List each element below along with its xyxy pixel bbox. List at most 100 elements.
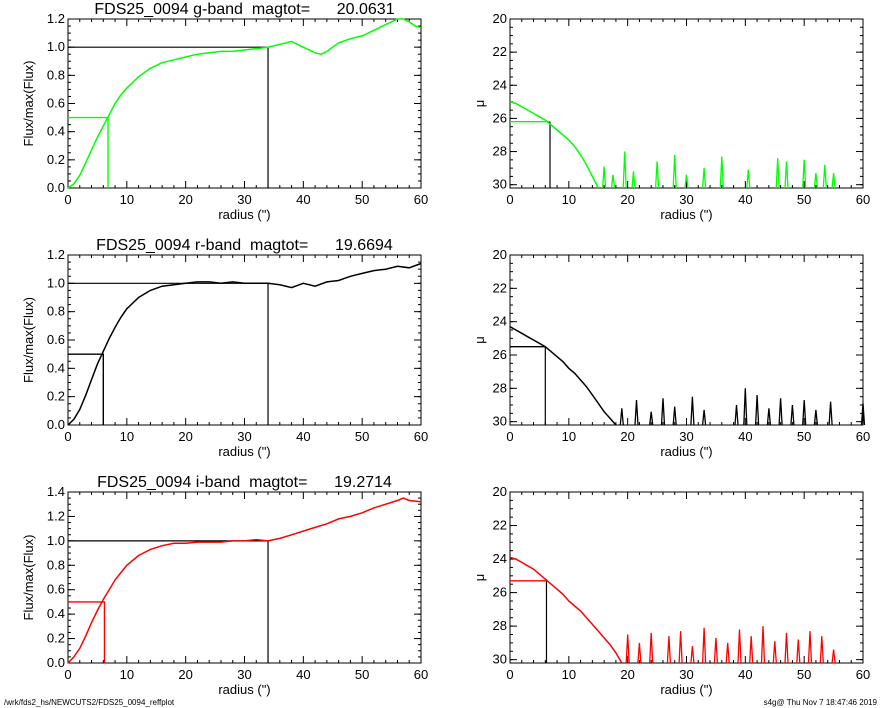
y-tick-label: 0.2 bbox=[47, 152, 65, 167]
profile-noise-spike bbox=[649, 411, 654, 426]
profile-noise-spike bbox=[778, 398, 783, 426]
y-tick-label: 28 bbox=[493, 618, 507, 633]
half-flux-marker bbox=[68, 601, 106, 663]
footer-file-path: /wrk/fds2_hs/NEWCUTS2/FDS25_0094_reffplo… bbox=[4, 698, 175, 707]
x-tick-label: 20 bbox=[178, 429, 192, 444]
plot-frame bbox=[509, 254, 864, 426]
profile-noise-spike bbox=[660, 398, 666, 426]
x-tick-label: 40 bbox=[738, 667, 752, 682]
y-tick-label: 0.0 bbox=[47, 417, 65, 432]
y-tick-label: 1.0 bbox=[47, 39, 65, 54]
x-tick-label: 0 bbox=[506, 667, 513, 682]
y-tick-label: 0.0 bbox=[47, 180, 65, 195]
profile-noise-spike bbox=[819, 636, 824, 664]
x-tick-label: 50 bbox=[797, 667, 811, 682]
x-tick-label: 40 bbox=[296, 429, 310, 444]
profile-noise-spike bbox=[672, 406, 677, 426]
profile-noise-spike bbox=[828, 401, 833, 426]
y-tick-label: 22 bbox=[493, 44, 507, 59]
profile-noise-spike bbox=[749, 636, 754, 664]
y-tick-label: 0.4 bbox=[47, 360, 65, 375]
x-tick-label: 20 bbox=[620, 192, 634, 207]
y-tick-label: 0.4 bbox=[47, 606, 65, 621]
x-tick-label: 0 bbox=[64, 429, 71, 444]
x-tick-label: 0 bbox=[64, 667, 71, 682]
profile-noise-spike bbox=[631, 171, 636, 189]
y-axis-label: Flux/max(Flux) bbox=[21, 61, 36, 147]
y-tick-label: 20 bbox=[493, 247, 507, 262]
series-line bbox=[509, 556, 623, 664]
x-tick-label: 30 bbox=[679, 192, 693, 207]
x-tick-label: 10 bbox=[562, 192, 576, 207]
profile-noise-spike bbox=[813, 409, 819, 426]
series-line bbox=[67, 497, 422, 664]
x-tick-label: 60 bbox=[414, 192, 428, 207]
profile-noise-spike bbox=[713, 637, 719, 664]
x-tick-label: 20 bbox=[620, 667, 634, 682]
series-line bbox=[509, 101, 599, 189]
x-axis-label: radius (") bbox=[660, 444, 712, 459]
profile-noise-spike bbox=[772, 641, 777, 664]
profile-noise-spike bbox=[784, 632, 789, 664]
y-tick-label: 1.0 bbox=[47, 275, 65, 290]
x-tick-label: 40 bbox=[738, 192, 752, 207]
x-axis-label: radius (") bbox=[660, 207, 712, 222]
chart-title: FDS25_0094 g-band magtot= 20.0631 bbox=[94, 1, 394, 18]
y-tick-label: 1.2 bbox=[47, 508, 65, 523]
x-tick-label: 30 bbox=[679, 429, 693, 444]
y-tick-label: 24 bbox=[493, 551, 507, 566]
x-tick-label: 50 bbox=[797, 192, 811, 207]
profile-noise-spike bbox=[784, 161, 789, 189]
y-tick-label: 28 bbox=[493, 144, 507, 159]
profile-noise-spike bbox=[622, 151, 627, 189]
y-tick-label: 0.2 bbox=[47, 389, 65, 404]
y-tick-label: 1.4 bbox=[47, 484, 65, 499]
y-tick-label: 0.0 bbox=[47, 655, 65, 670]
series-line bbox=[67, 262, 422, 426]
profile-noise-spike bbox=[637, 642, 642, 664]
x-tick-label: 0 bbox=[506, 192, 513, 207]
x-tick-label: 60 bbox=[414, 429, 428, 444]
y-tick-label: 0.6 bbox=[47, 96, 65, 111]
x-tick-label: 0 bbox=[506, 429, 513, 444]
panel-g-flux: 0 10 20 30 40 50 60 0.0 0.2 0.4 0.6 0.8 1.0 1.2 radius… bbox=[21, 1, 428, 222]
x-axis-label: radius (") bbox=[218, 207, 270, 222]
y-tick-label: 30 bbox=[493, 652, 507, 667]
plot-frame bbox=[67, 491, 422, 664]
y-tick-label: 0.8 bbox=[47, 557, 65, 572]
profile-noise-spike bbox=[701, 409, 707, 426]
profile-noise-spike bbox=[678, 631, 683, 664]
profile-noise-spike bbox=[796, 639, 801, 664]
y-axis-label: Flux/max(Flux) bbox=[21, 297, 36, 383]
profile-noise-spike bbox=[813, 173, 819, 189]
x-tick-label: 10 bbox=[562, 667, 576, 682]
profile-noise-spike bbox=[725, 642, 730, 664]
series-line bbox=[509, 326, 617, 426]
profile-noise-spike bbox=[654, 161, 660, 189]
plot-frame bbox=[67, 254, 422, 426]
x-tick-label: 20 bbox=[178, 192, 192, 207]
y-tick-label: 26 bbox=[493, 110, 507, 125]
y-tick-label: 24 bbox=[493, 77, 507, 92]
x-tick-label: 10 bbox=[120, 667, 134, 682]
y-tick-label: 30 bbox=[493, 414, 507, 429]
y-axis-label: Flux/max(Flux) bbox=[21, 535, 36, 621]
x-tick-label: 20 bbox=[178, 667, 192, 682]
profile-noise-spike bbox=[619, 408, 624, 426]
profile-noise-spike bbox=[790, 404, 795, 426]
profile-noise-spike bbox=[760, 626, 766, 664]
profile-noise-spike bbox=[684, 174, 689, 189]
y-axis-label: μ bbox=[472, 574, 487, 582]
plot-frame bbox=[67, 18, 422, 189]
x-axis-label: radius (") bbox=[218, 444, 270, 459]
x-axis-label: radius (") bbox=[218, 682, 270, 697]
x-tick-label: 30 bbox=[237, 667, 251, 682]
x-tick-label: 10 bbox=[120, 429, 134, 444]
profile-noise-spike bbox=[737, 629, 742, 664]
profile-noise-spike bbox=[690, 646, 695, 664]
chart-title: FDS25_0094 r-band magtot= 19.6694 bbox=[96, 237, 393, 254]
